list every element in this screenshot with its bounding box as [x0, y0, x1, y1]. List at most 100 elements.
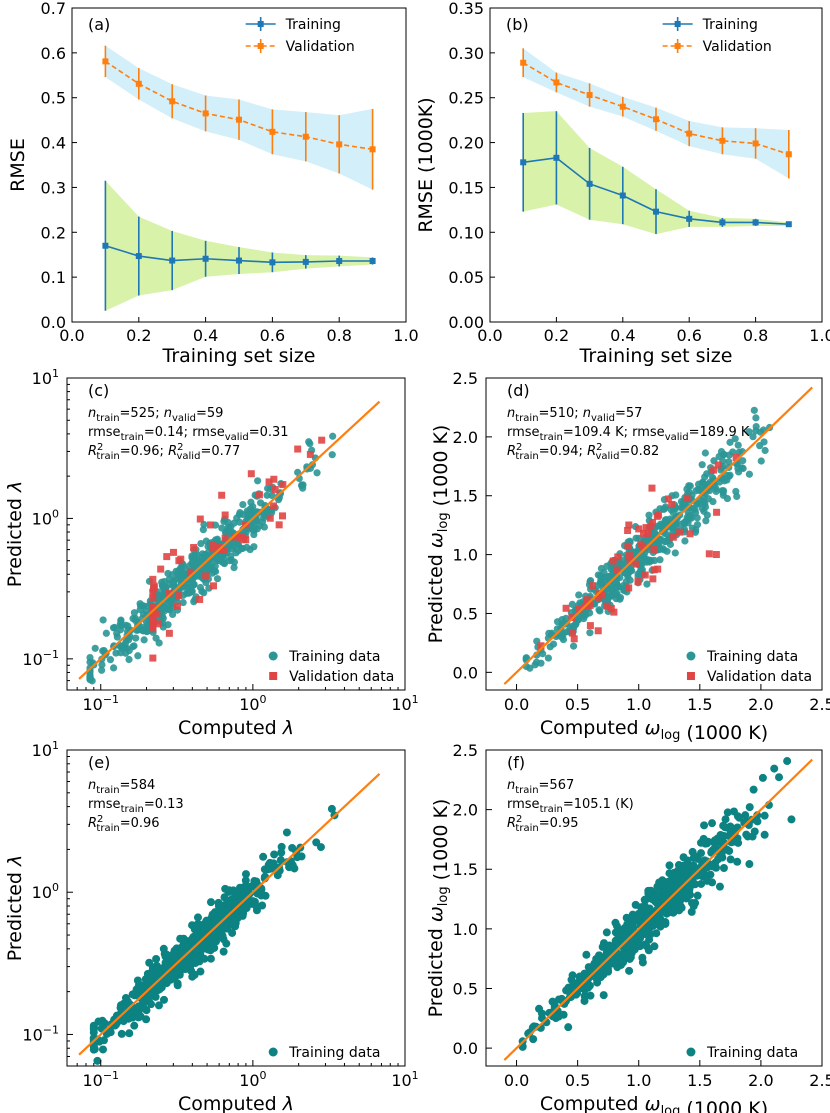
data-point — [329, 432, 337, 440]
data-point — [165, 974, 174, 983]
identity-line — [78, 773, 381, 1056]
y-tick-label: 0.00 — [448, 313, 484, 332]
x-tick-label: 0.2 — [126, 326, 151, 345]
data-point — [522, 654, 530, 662]
y-tick-label: 0.5 — [453, 604, 478, 623]
text-part: Predicted — [425, 922, 447, 1017]
data-point — [230, 543, 238, 551]
data-point — [232, 533, 240, 541]
data-point — [193, 913, 202, 922]
text-part: =0.96; — [120, 444, 168, 459]
data-point — [264, 484, 272, 493]
data-point — [135, 80, 142, 87]
data-point — [594, 627, 602, 635]
x-axis-label: Computed ωlog (1000 K) — [540, 1093, 768, 1113]
panel-label: (d) — [507, 381, 530, 400]
data-point — [719, 137, 726, 144]
data-point — [269, 128, 276, 135]
data-point — [719, 821, 728, 830]
data-point — [739, 457, 747, 465]
text-part: =109.4 K; rmse — [563, 425, 665, 440]
data-point — [595, 606, 603, 614]
data-point — [734, 464, 742, 473]
text-part: n — [88, 778, 96, 793]
plot-frame — [71, 7, 407, 323]
data-point — [130, 609, 139, 617]
data-point — [745, 428, 753, 436]
data-point — [749, 433, 757, 441]
y-tick-label: 2.5 — [453, 369, 478, 388]
data-point — [677, 903, 686, 912]
data-point — [668, 872, 677, 881]
legend-marker — [674, 43, 681, 49]
data-point — [246, 545, 254, 554]
data-point — [210, 582, 218, 590]
x-axis-label: Computed λ — [178, 717, 294, 739]
data-point — [102, 242, 109, 249]
legend-label: Training data — [706, 1045, 798, 1061]
data-point — [184, 588, 192, 597]
text-part: train — [515, 823, 538, 834]
data-point — [223, 898, 232, 907]
x-tick-label: 0.4 — [193, 326, 218, 345]
data-point — [202, 110, 209, 117]
legend: Training data — [686, 1045, 798, 1061]
text-part: 10 — [22, 650, 42, 669]
data-point — [586, 622, 594, 630]
data-point — [102, 58, 109, 65]
data-point — [277, 842, 286, 851]
text-part: =584 — [120, 778, 156, 793]
data-point — [689, 853, 698, 862]
data-point — [703, 876, 712, 885]
stats-annotation: ntrain=525; nvalid=59 — [88, 406, 223, 424]
data-point — [694, 480, 703, 488]
x-axis-label: Training set size — [579, 345, 733, 367]
plot-frame — [485, 377, 823, 691]
data-point — [623, 920, 632, 929]
y-tick-label: 1.0 — [453, 920, 478, 939]
legend-marker — [268, 651, 278, 661]
data-point — [610, 608, 618, 616]
data-point — [122, 649, 130, 657]
text-part: 10 — [82, 1071, 102, 1090]
data-point — [596, 572, 604, 580]
data-point — [603, 602, 611, 610]
x-tick-label: 0.4 — [610, 326, 635, 345]
data-point — [621, 569, 630, 577]
data-point — [102, 629, 110, 637]
data-point — [250, 519, 258, 527]
data-point — [649, 575, 657, 583]
data-point — [586, 92, 593, 99]
data-point — [140, 636, 148, 644]
data-point — [231, 899, 240, 908]
text-part: =525; — [120, 406, 164, 421]
data-point — [290, 864, 299, 873]
y-tick-label: 10−1 — [22, 648, 59, 669]
data-point — [674, 878, 683, 887]
data-point — [206, 954, 215, 963]
stats-annotation: ntrain=584 — [88, 778, 155, 796]
data-point — [283, 858, 292, 867]
panel-label: (e) — [88, 753, 110, 772]
y-tick-label: 1.5 — [453, 860, 478, 879]
data-point — [167, 600, 176, 608]
text-part: valid — [225, 432, 249, 443]
stats-annotation: R2 train=0.95 — [507, 814, 579, 834]
data-point — [732, 453, 740, 461]
data-point — [250, 530, 258, 539]
data-point — [575, 591, 583, 599]
x-tick-label: 1.0 — [809, 326, 830, 345]
data-point — [217, 546, 225, 554]
band-training — [105, 180, 373, 311]
data-point — [760, 830, 769, 839]
y-tick-label: 0.25 — [448, 89, 484, 108]
data-point — [93, 1056, 102, 1065]
data-point — [336, 141, 343, 148]
data-point — [656, 556, 664, 564]
text-part: =567 — [539, 778, 575, 793]
y-tick-label: 100 — [32, 507, 59, 528]
y-axis-label: Predicted ωlog (1000 K) — [425, 425, 452, 644]
data-point — [613, 566, 621, 574]
data-point — [611, 936, 620, 945]
